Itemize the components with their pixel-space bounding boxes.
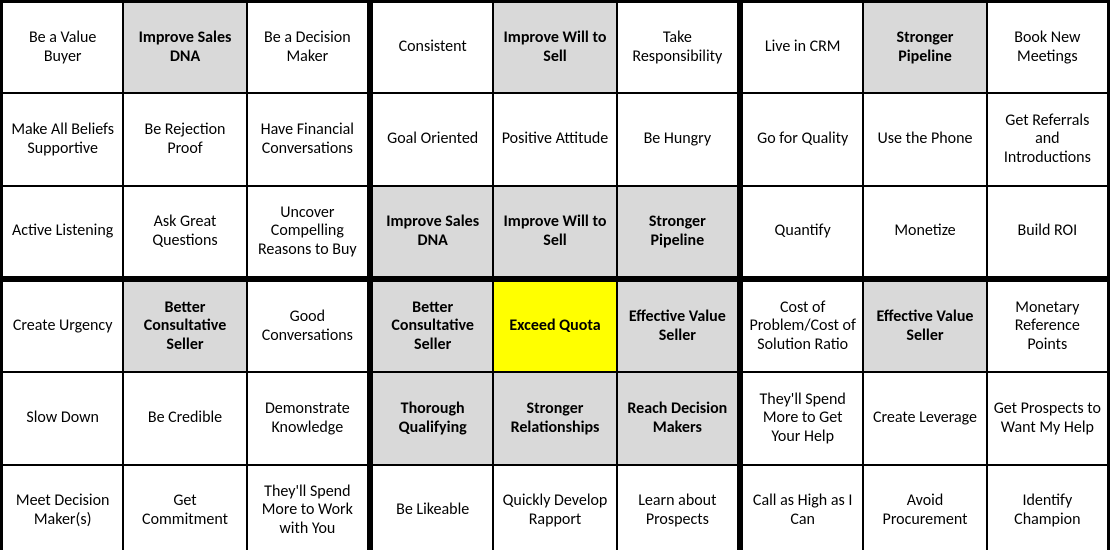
grid-cell: Live in CRM — [740, 0, 863, 93]
grid-cell: Quickly Develop Rapport — [493, 465, 616, 550]
sales-goal-grid: Be a Value BuyerImprove Sales DNABe a De… — [0, 0, 1110, 550]
grid-cell: Be Likeable — [370, 465, 493, 550]
grid-cell: Slow Down — [0, 372, 123, 465]
grid-cell: Create Leverage — [863, 372, 986, 465]
grid-cell: Get Commitment — [123, 465, 246, 550]
grid-cell: Effective Value Seller — [863, 279, 986, 372]
grid-cell: Be a Decision Maker — [247, 0, 370, 93]
grid-cell: Goal Oriented — [370, 93, 493, 186]
grid-cell: Avoid Procurement — [863, 465, 986, 550]
grid-cell: Be Rejection Proof — [123, 93, 246, 186]
grid-cell: Reach Decision Makers — [617, 372, 740, 465]
grid-cell: Active Listening — [0, 186, 123, 279]
grid-cell: Take Responsibility — [617, 0, 740, 93]
grid-cell: Use the Phone — [863, 93, 986, 186]
grid-cell: Get Prospects to Want My Help — [987, 372, 1110, 465]
grid-cell: Create Urgency — [0, 279, 123, 372]
grid-cell: Monetize — [863, 186, 986, 279]
grid-cell: Stronger Pipeline — [863, 0, 986, 93]
grid-cell: Monetary Reference Points — [987, 279, 1110, 372]
grid-cell: Consistent — [370, 0, 493, 93]
grid-cell: Build ROI — [987, 186, 1110, 279]
grid-cell: Improve Will to Sell — [493, 186, 616, 279]
grid-cell: Learn about Prospects — [617, 465, 740, 550]
grid-cell: Improve Sales DNA — [370, 186, 493, 279]
grid-cell: Be Credible — [123, 372, 246, 465]
grid-cell: Be a Value Buyer — [0, 0, 123, 93]
grid-cell: Better Consultative Seller — [370, 279, 493, 372]
grid-cell: Make All Beliefs Supportive — [0, 93, 123, 186]
grid-cell: Demonstrate Knowledge — [247, 372, 370, 465]
grid-cell: Better Consultative Seller — [123, 279, 246, 372]
grid-cell: Identify Champion — [987, 465, 1110, 550]
grid-cell: Cost of Problem/Cost of Solution Ratio — [740, 279, 863, 372]
grid-cell: Uncover Compelling Reasons to Buy — [247, 186, 370, 279]
grid-cell: They'll Spend More to Get Your Help — [740, 372, 863, 465]
grid-cell: Effective Value Seller — [617, 279, 740, 372]
grid-cell: Stronger Relationships — [493, 372, 616, 465]
grid-cell: They'll Spend More to Work with You — [247, 465, 370, 550]
grid-cell: Thorough Qualifying — [370, 372, 493, 465]
grid-cell: Be Hungry — [617, 93, 740, 186]
grid-cell: Positive Attitude — [493, 93, 616, 186]
grid-cell: Ask Great Questions — [123, 186, 246, 279]
grid-cell: Exceed Quota — [493, 279, 616, 372]
grid-cell: Get Referrals and Introductions — [987, 93, 1110, 186]
grid-cell: Improve Sales DNA — [123, 0, 246, 93]
grid-cell: Stronger Pipeline — [617, 186, 740, 279]
grid-cell: Go for Quality — [740, 93, 863, 186]
grid-cell: Good Conversations — [247, 279, 370, 372]
grid-cell: Improve Will to Sell — [493, 0, 616, 93]
grid-cell: Have Financial Conversations — [247, 93, 370, 186]
grid-cell: Meet Decision Maker(s) — [0, 465, 123, 550]
grid-cell: Call as High as I Can — [740, 465, 863, 550]
grid-cell: Quantify — [740, 186, 863, 279]
grid-cell: Book New Meetings — [987, 0, 1110, 93]
